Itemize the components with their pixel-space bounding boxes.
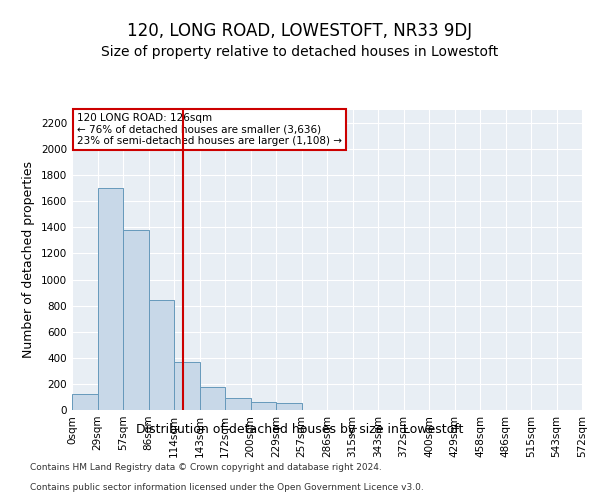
Text: 120, LONG ROAD, LOWESTOFT, NR33 9DJ: 120, LONG ROAD, LOWESTOFT, NR33 9DJ bbox=[127, 22, 473, 40]
Bar bbox=[251, 402, 276, 410]
Y-axis label: Number of detached properties: Number of detached properties bbox=[22, 162, 35, 358]
Bar bbox=[276, 403, 302, 410]
Text: Size of property relative to detached houses in Lowestoft: Size of property relative to detached ho… bbox=[101, 45, 499, 59]
Bar bbox=[72, 394, 97, 410]
Bar bbox=[174, 362, 199, 410]
Text: Contains HM Land Registry data © Crown copyright and database right 2024.: Contains HM Land Registry data © Crown c… bbox=[30, 462, 382, 471]
Text: 120 LONG ROAD: 126sqm
← 76% of detached houses are smaller (3,636)
23% of semi-d: 120 LONG ROAD: 126sqm ← 76% of detached … bbox=[77, 113, 342, 146]
Bar bbox=[199, 387, 225, 410]
Bar bbox=[149, 300, 174, 410]
Text: Contains public sector information licensed under the Open Government Licence v3: Contains public sector information licen… bbox=[30, 482, 424, 492]
Text: Distribution of detached houses by size in Lowestoft: Distribution of detached houses by size … bbox=[136, 422, 464, 436]
Bar bbox=[225, 398, 251, 410]
Bar bbox=[97, 188, 123, 410]
Bar bbox=[123, 230, 149, 410]
